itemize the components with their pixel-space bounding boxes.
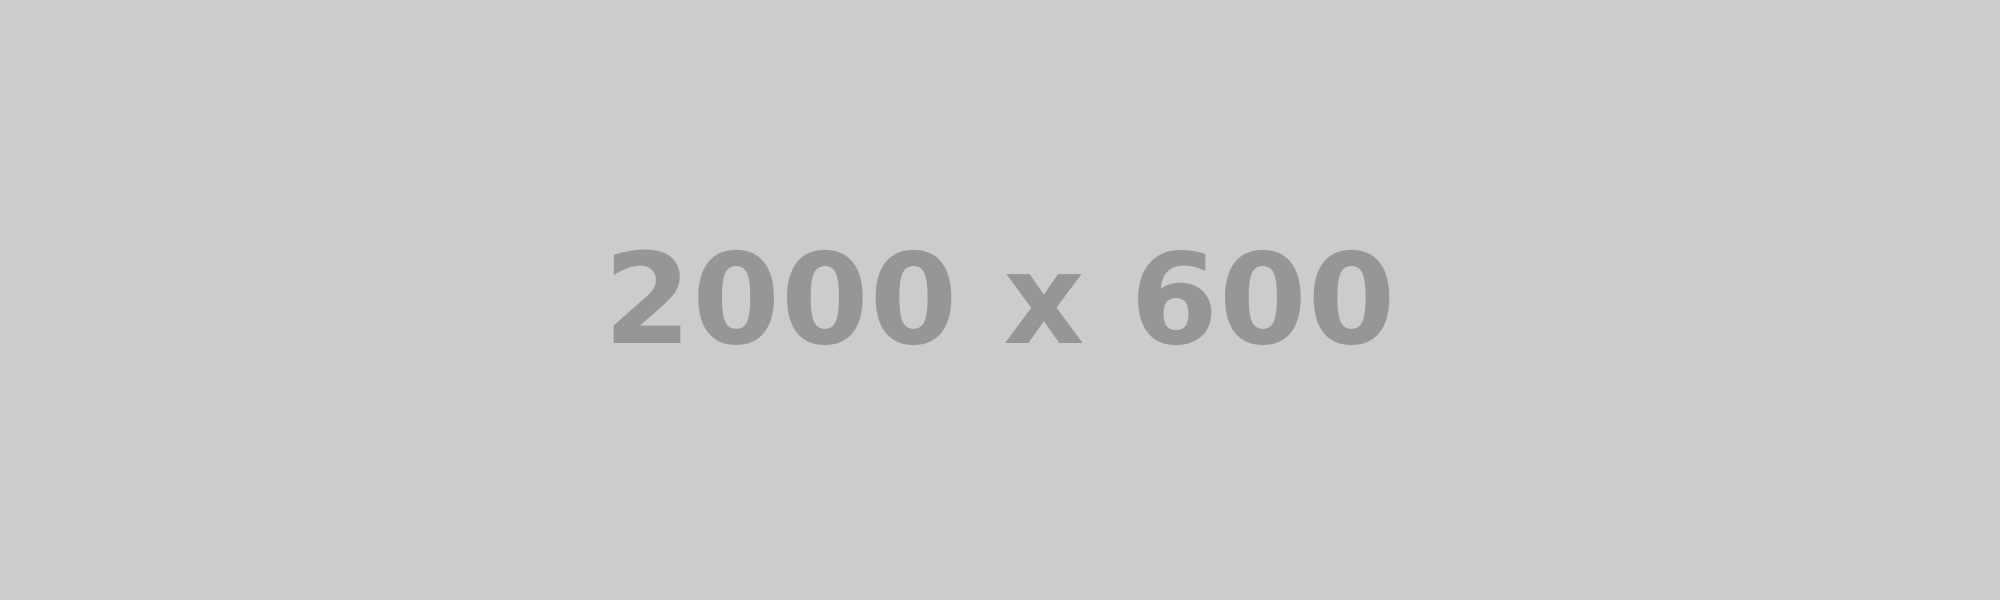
dimensions-label: 2000 x 600 bbox=[603, 226, 1397, 373]
